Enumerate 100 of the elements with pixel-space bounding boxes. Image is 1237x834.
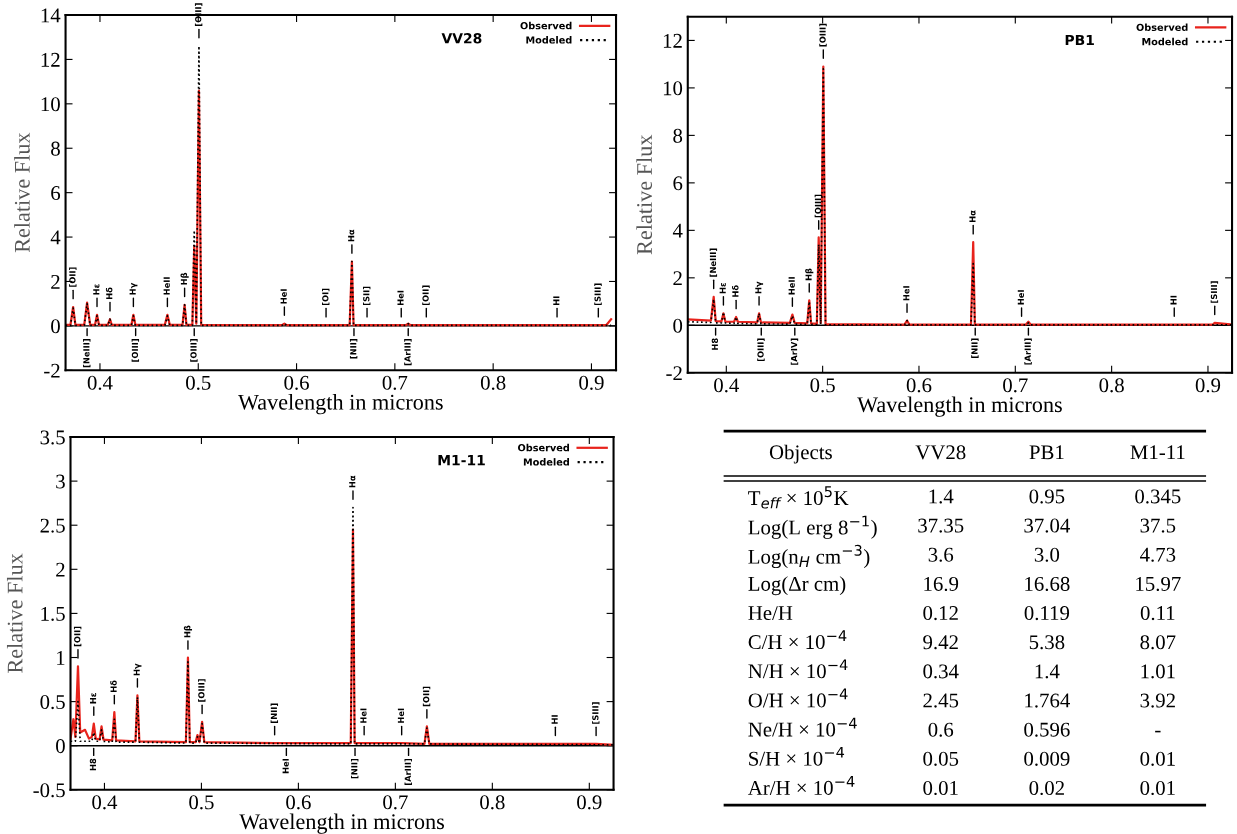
x-axis-title: Wavelength in microns <box>238 394 443 415</box>
category-label: Log(Δr cm) <box>748 576 846 596</box>
annotation: [SII] <box>363 286 371 306</box>
legend-label: Modeled <box>523 458 569 466</box>
text: 1.4 <box>929 489 954 504</box>
annotation: Hβ <box>180 272 189 285</box>
legend-label: Observed <box>520 21 572 30</box>
annotation: HeI <box>282 758 289 774</box>
annotation: [NII] <box>270 703 279 723</box>
text: 37.04 <box>1024 518 1070 533</box>
text: 3.0 <box>1034 547 1060 562</box>
annotation: [OII] <box>73 626 82 647</box>
x-tick-label: 0.5 <box>189 795 214 810</box>
x-tick-label: 0.6 <box>284 375 309 390</box>
annotation: H8 <box>711 338 719 350</box>
y-tick-label: 8 <box>673 128 683 143</box>
line-series <box>65 89 613 327</box>
y-tick-label: 0.5 <box>40 694 65 710</box>
annotation: Hα <box>969 210 976 223</box>
category-label: C/H × 10$^{−4}$ <box>748 630 847 650</box>
category-label: Ar/H × 10$^{−4}$ <box>747 776 855 795</box>
annotation: [OI] <box>322 288 330 306</box>
text: 37.35 <box>918 518 964 533</box>
y-tick-label: 0 <box>51 319 60 334</box>
y-tick-label: 12 <box>41 52 60 67</box>
annotation: Hε <box>90 693 97 704</box>
text: 8.07 <box>1140 635 1176 650</box>
text: 0.119 <box>1024 606 1070 621</box>
annotation: Hε <box>93 284 100 295</box>
x-tick-label: 0.7 <box>382 375 408 390</box>
y-tick-label: 10 <box>663 81 683 96</box>
category-label: Log(n$_{H}$ cm$^{−3}$) <box>748 544 870 569</box>
annotation: HeII <box>788 277 795 295</box>
annotation: Hγ <box>133 663 142 676</box>
legend-label: Observed <box>1136 23 1188 32</box>
y-tick-label: 0 <box>673 318 683 333</box>
annotation: HeI <box>397 708 405 723</box>
y-tick-label: -0.5 <box>33 783 65 798</box>
y-tick-label: 3 <box>56 474 65 489</box>
y-tick-label: 3.5 <box>40 430 65 445</box>
category-label: T$_{eff}$ × 10$^{5}$K <box>748 486 849 509</box>
x-tick-label: 0.8 <box>1099 378 1124 393</box>
text: M1-11 <box>438 455 485 466</box>
x-tick-label: 0.9 <box>579 375 604 390</box>
text: 0.009 <box>1024 751 1070 766</box>
annotation: Hβ <box>183 625 193 638</box>
category-label: M1-11 <box>1130 445 1185 460</box>
annotation: [OII] <box>422 686 431 707</box>
text: 4.73 <box>1140 547 1176 562</box>
text: 16.9 <box>924 576 959 592</box>
category-label: Log(L erg 8$^{−1}$) <box>748 515 877 539</box>
annotation: Hβ <box>805 268 814 281</box>
x-tick-label: 0.9 <box>1195 378 1221 393</box>
x-tick-label: 0.7 <box>1003 378 1028 393</box>
x-tick-label: 0.4 <box>714 378 739 393</box>
text: 15.97 <box>1136 576 1181 592</box>
y-tick-label: 2.5 <box>40 518 65 533</box>
y-tick-label: 8 <box>51 141 60 156</box>
legend-label: Modeled <box>1142 37 1188 46</box>
legend-label: Modeled <box>526 36 572 44</box>
text: 0.34 <box>923 664 959 679</box>
annotation: [OII] <box>422 285 430 306</box>
text: - <box>1155 730 1161 733</box>
text: 0.05 <box>923 751 959 766</box>
text: 0.01 <box>923 780 958 796</box>
text: 1.764 <box>1025 693 1070 708</box>
annotation: Hδ <box>732 285 739 297</box>
category-label: O/H × 10$^{−4}$ <box>748 688 848 708</box>
text: 3.6 <box>928 547 954 562</box>
annotation: [SIII] <box>592 702 600 724</box>
text: 3.92 <box>1140 693 1175 708</box>
annotation: Hγ <box>755 281 764 294</box>
category-label: Ne/H × 10$^{−4}$ <box>748 717 857 737</box>
category-label: N/H × 10$^{−4}$ <box>748 659 848 679</box>
annotation: [ArIII] <box>404 339 412 366</box>
text: 0.11 <box>1140 606 1175 621</box>
legend-label: Observed <box>518 443 569 452</box>
category-label: S/H × 10$^{−4}$ <box>749 746 845 766</box>
annotation: [ArIII] <box>404 758 412 785</box>
y-tick-label: -2 <box>44 363 60 378</box>
text: VV28 <box>441 33 482 44</box>
annotation: [NII] <box>349 339 358 359</box>
annotation: [NeIII] <box>83 339 91 368</box>
y-tick-label: 6 <box>673 176 683 191</box>
y-tick-label: -2 <box>666 366 682 381</box>
annotation: [SIII] <box>1210 281 1219 303</box>
x-tick-label: 0.5 <box>810 378 835 393</box>
text: 37.5 <box>1140 518 1176 533</box>
text: 1.01 <box>1141 664 1175 679</box>
y-tick-label: 6 <box>51 186 61 201</box>
y-axis-title: Relative Flux <box>14 132 30 253</box>
text: 0.596 <box>1024 722 1070 737</box>
annotation: [OII] <box>69 267 77 287</box>
x-tick-label: 0.7 <box>383 795 408 810</box>
annotation: [OIII] <box>190 339 198 362</box>
x-tick-label: 0.6 <box>286 795 311 810</box>
x-tick-label: 0.8 <box>480 375 506 390</box>
annotation: HI <box>1170 295 1177 305</box>
x-tick-label: 0.5 <box>186 375 211 390</box>
category-label: VV28 <box>915 445 966 460</box>
